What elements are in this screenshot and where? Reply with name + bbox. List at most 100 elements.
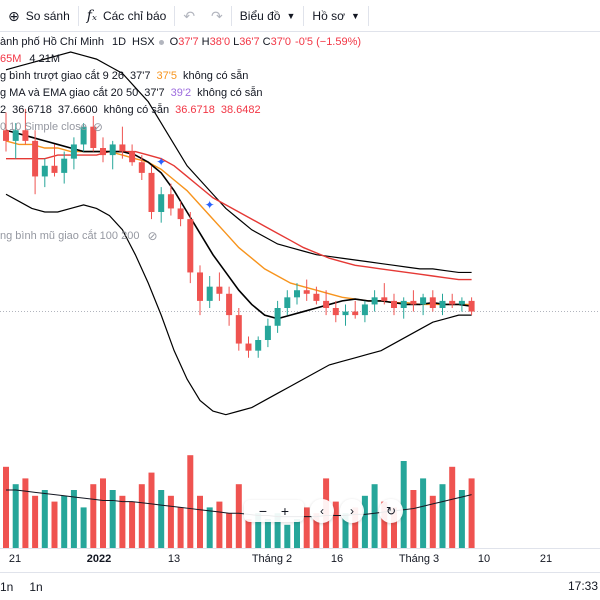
volume-bar bbox=[352, 507, 359, 548]
chart-menu-button[interactable]: Biểu đồ ▼ bbox=[232, 0, 304, 32]
scroll-left-button[interactable]: ‹ bbox=[310, 499, 334, 523]
legend-bb-row[interactable]: 2 36.6718 37.6600 không có sẵn 36.6718 3… bbox=[0, 104, 261, 116]
bollinger-lower-line bbox=[5, 193, 472, 416]
minus-icon: − bbox=[258, 503, 268, 519]
undo-button[interactable]: ↶ bbox=[175, 0, 203, 32]
zoom-out-button[interactable]: − bbox=[252, 500, 274, 522]
time-tick: 2022 bbox=[86, 553, 112, 565]
candle-body bbox=[245, 343, 252, 351]
ema-short-line bbox=[5, 140, 472, 306]
candle-body bbox=[458, 300, 465, 305]
candle-body bbox=[274, 308, 281, 326]
legend-sma-row[interactable]: 0 10 Simple close ⊘ bbox=[0, 119, 600, 136]
scroll-right-button[interactable]: › bbox=[340, 499, 364, 523]
toolbar-divider bbox=[303, 5, 305, 26]
candle-body bbox=[468, 300, 475, 312]
volume-bar bbox=[361, 495, 368, 548]
indicator-label: g MA và EMA giao cắt 20 50 bbox=[0, 87, 139, 99]
volume-bar bbox=[187, 455, 194, 548]
volume-bar bbox=[100, 478, 106, 548]
chevron-right-icon: › bbox=[350, 504, 354, 518]
candle-body bbox=[352, 311, 359, 316]
profile-menu-button[interactable]: Hồ sơ ▼ bbox=[304, 0, 367, 32]
volume-bar bbox=[22, 478, 29, 548]
legend-symbol-row: ành phố Hồ Chí Minh 1D HSX O 37'7 H 38'0 L… bbox=[0, 34, 600, 51]
volume-bar bbox=[391, 507, 397, 548]
volume-bar bbox=[177, 507, 184, 548]
candle-body bbox=[420, 297, 427, 305]
volume-bar bbox=[468, 478, 475, 548]
range-button[interactable]: 1n bbox=[29, 579, 43, 594]
high-value: 38'0 bbox=[209, 36, 231, 48]
legend-ma-ema-row[interactable]: g MA và EMA giao cắt 20 50 37'7 39'2 khô… bbox=[0, 85, 600, 102]
eye-off-icon[interactable]: ⊘ bbox=[92, 120, 103, 134]
open-value: 37'7 bbox=[178, 36, 199, 48]
volume-bar bbox=[294, 519, 300, 548]
profile-label: Hồ sơ bbox=[312, 8, 345, 23]
indicators-button[interactable]: 𝑓ₓ Các chỉ báo bbox=[79, 0, 175, 32]
candle-body bbox=[439, 300, 446, 308]
exchange: HSX bbox=[132, 36, 155, 48]
range-button[interactable]: 1n bbox=[0, 579, 14, 594]
candle-body bbox=[235, 315, 242, 344]
candle-body bbox=[284, 297, 291, 308]
volume-bar bbox=[449, 466, 456, 548]
interval[interactable]: 1D bbox=[111, 36, 127, 48]
bollinger-upper-line bbox=[5, 51, 472, 274]
candle-body bbox=[313, 293, 320, 301]
candle-body bbox=[332, 308, 339, 316]
volume-bar bbox=[274, 513, 281, 548]
volume-bar bbox=[158, 490, 165, 548]
candle-body bbox=[158, 194, 165, 212]
zoom-in-button[interactable]: + bbox=[274, 500, 296, 522]
undo-icon: ↶ bbox=[183, 7, 196, 24]
candle-body bbox=[61, 158, 68, 173]
candle-body bbox=[167, 194, 174, 209]
candle-body bbox=[51, 165, 58, 173]
time-tick: 10 bbox=[477, 553, 491, 565]
reset-chart-button[interactable]: ↻ bbox=[379, 499, 403, 523]
volume-bar bbox=[381, 501, 388, 548]
candle-body bbox=[3, 130, 9, 141]
candle-body bbox=[177, 208, 184, 220]
market-status-dot bbox=[158, 40, 164, 45]
eye-off-icon[interactable]: ⊘ bbox=[147, 228, 158, 243]
change-value: -0'5 (−1.59%) bbox=[295, 36, 362, 48]
candle-body bbox=[206, 286, 213, 301]
volume-bar bbox=[245, 519, 252, 548]
candle-body bbox=[255, 340, 262, 351]
volume-bar bbox=[216, 501, 223, 548]
volume-bar bbox=[371, 484, 378, 548]
toolbar-divider bbox=[367, 5, 369, 26]
candle-body bbox=[70, 144, 77, 159]
candle-body bbox=[216, 286, 223, 294]
indicator-label: g bình trượt giao cắt 9 26 bbox=[0, 70, 125, 82]
legend-ema-row[interactable]: ng bình mũ giao cắt 100 200 ⊘ bbox=[0, 227, 158, 244]
symbol-title[interactable]: ành phố Hồ Chí Minh bbox=[0, 36, 104, 48]
chart-legend: ành phố Hồ Chí Minh 1D HSX O 37'7 H 38'0 L… bbox=[0, 34, 600, 136]
candle-body bbox=[323, 300, 330, 308]
redo-button[interactable]: ↷ bbox=[203, 0, 231, 32]
time-tick: 16 bbox=[330, 553, 344, 565]
volume-bar bbox=[342, 513, 349, 548]
volume-bar bbox=[12, 484, 19, 548]
time-tick: 21 bbox=[8, 553, 22, 565]
chevron-left-icon: ‹ bbox=[320, 504, 324, 518]
volume-bar bbox=[51, 501, 58, 548]
volume-bar bbox=[61, 495, 68, 548]
volume-bar bbox=[410, 490, 417, 548]
candle-body bbox=[119, 144, 126, 152]
redo-icon: ↷ bbox=[211, 7, 223, 24]
volume-bar bbox=[303, 507, 310, 548]
legend-ma-cross-row[interactable]: g bình trượt giao cắt 9 26 37'7 37'5 khô… bbox=[0, 68, 600, 85]
candle-body bbox=[148, 172, 155, 212]
candle-body bbox=[400, 300, 407, 308]
indicator-label: ng bình mũ giao cắt 100 200 bbox=[0, 229, 140, 242]
time-axis[interactable]: 21 2022 13 Tháng 2 16 Tháng 3 10 21 bbox=[0, 548, 600, 570]
compare-label: So sánh bbox=[25, 8, 70, 23]
candle-body bbox=[449, 300, 456, 305]
candle-body bbox=[138, 162, 145, 173]
compare-button[interactable]: ⊕ So sánh bbox=[0, 0, 78, 32]
candle-body bbox=[391, 300, 397, 308]
volume-bar bbox=[3, 466, 9, 548]
